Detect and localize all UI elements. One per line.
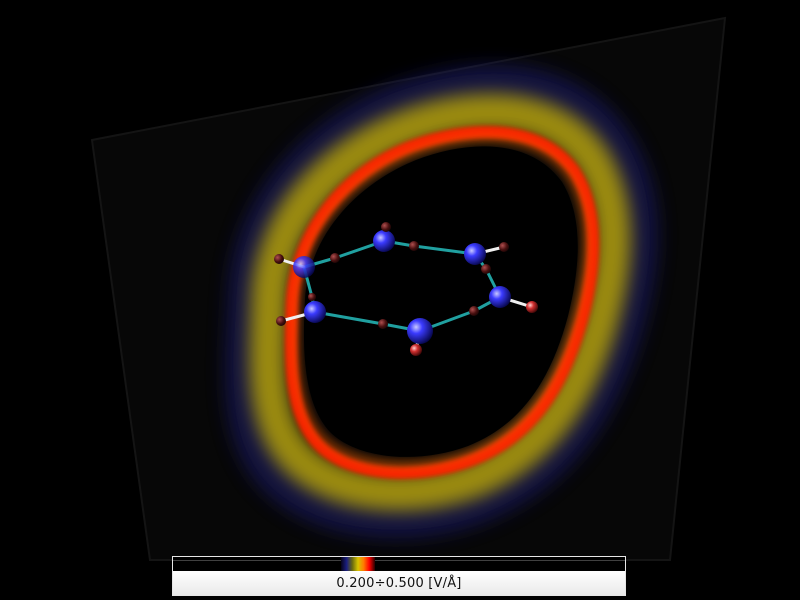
- atom-small: [330, 253, 340, 263]
- field-isosurface-outer: [249, 93, 632, 511]
- atom-small: [308, 293, 316, 301]
- atom-large: [304, 301, 326, 323]
- field-isosurface-inner-glow: [292, 134, 591, 469]
- atom-small: [274, 254, 284, 264]
- field-isosurface-inner: [285, 126, 600, 479]
- colorbar-range-label: 0.200÷0.500 [V/Å]: [336, 575, 462, 591]
- atom-small: [378, 319, 388, 329]
- atom-large: [464, 243, 486, 265]
- colorbar-label-panel: 0.200÷0.500 [V/Å]: [173, 571, 625, 595]
- atom-large: [293, 256, 315, 278]
- atom-small: [526, 301, 538, 313]
- atom-large: [407, 318, 433, 344]
- atom-small: [410, 344, 422, 356]
- field-interior: [303, 146, 578, 457]
- atom-large: [489, 286, 511, 308]
- atom-large: [373, 230, 395, 252]
- atom-small: [469, 306, 479, 316]
- atom-small: [499, 242, 509, 252]
- atom-small: [276, 316, 286, 326]
- colorbar-legend: 0.200÷0.500 [V/Å]: [172, 556, 626, 596]
- colorbar-gradient: [341, 557, 375, 571]
- colorbar-track: [173, 557, 625, 571]
- molecule-atoms: [274, 222, 538, 356]
- atom-small: [481, 264, 491, 274]
- atom-small: [409, 241, 419, 251]
- atom-small: [381, 222, 391, 232]
